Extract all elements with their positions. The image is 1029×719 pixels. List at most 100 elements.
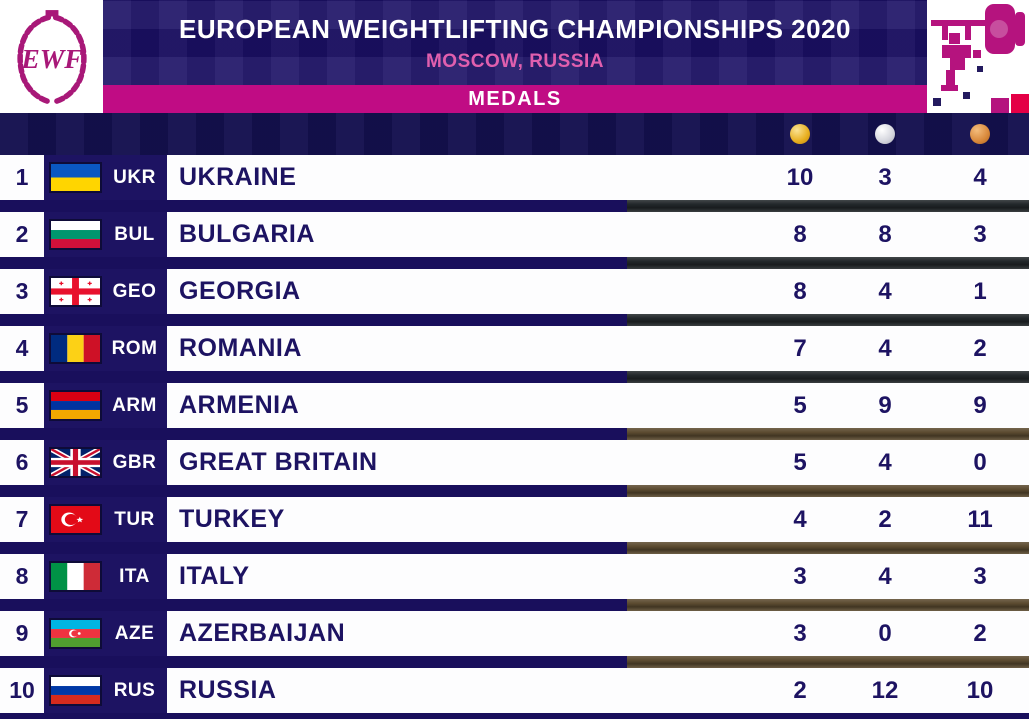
country-name: RUSSIA <box>179 676 277 704</box>
gold-count: 4 <box>793 506 807 533</box>
gold-count: 5 <box>793 449 807 476</box>
bronze-count: 1 <box>973 278 987 305</box>
page-title: EUROPEAN WEIGHTLIFTING CHAMPIONSHIPS 202… <box>178 13 852 44</box>
country-row: 7 TUR TURKEY 4 2 11 <box>0 497 1029 542</box>
bronze-count: 4 <box>973 164 987 191</box>
weightlifter-icon <box>931 4 1029 113</box>
country-code: RUS <box>113 679 156 701</box>
silver-count: 12 <box>871 677 899 704</box>
country-code: ROM <box>111 337 158 359</box>
header-title-area: EUROPEAN WEIGHTLIFTING CHAMPIONSHIPS 202… <box>103 0 927 85</box>
rus-flag-svg <box>51 677 100 704</box>
rank-cell: 2 <box>15 221 29 247</box>
table-row: 1 UKR UKRAINE 10 3 4 <box>0 155 1029 212</box>
ukr-flag-svg <box>51 164 100 191</box>
row-separator <box>0 599 1029 611</box>
gold-count: 8 <box>793 278 807 305</box>
bottom-bar <box>0 713 1029 719</box>
country-flag <box>49 390 102 421</box>
flag-panel: ARM <box>44 383 167 428</box>
gold-count: 2 <box>793 677 807 704</box>
table-row: 2 BUL BULGARIA 8 8 3 <box>0 212 1029 269</box>
country-code: GBR <box>112 451 157 473</box>
country-flag <box>49 561 102 592</box>
geo-flag-svg <box>51 278 100 305</box>
country-row: 3 GEO GEORGIA 8 4 1 <box>0 269 1029 314</box>
flag-panel: ITA <box>44 554 167 599</box>
row-separator <box>0 314 1029 326</box>
flag-panel: TUR <box>44 497 167 542</box>
ewf-logo-text: EWF <box>20 43 82 74</box>
bronze-count: 11 <box>967 506 993 533</box>
rank-cell: 5 <box>15 392 29 418</box>
silver-count: 8 <box>878 221 892 248</box>
bronze-medal-icon <box>970 124 990 144</box>
country-flag <box>49 162 102 193</box>
rank-cell: 4 <box>15 335 29 361</box>
country-name: ROMANIA <box>179 334 302 362</box>
aze-flag-svg <box>51 620 100 647</box>
country-row: 4 ROM ROMANIA 7 4 2 <box>0 326 1029 371</box>
row-separator <box>0 200 1029 212</box>
bronze-count: 3 <box>973 221 987 248</box>
country-row: 8 ITA ITALY 3 4 3 <box>0 554 1029 599</box>
weightlifter-graphic <box>927 0 1029 113</box>
section-strip: MEDALS <box>103 85 927 113</box>
header: EWF EUROPEAN WEIGHTLIFTING CHAMPIONSHIPS… <box>0 0 1029 113</box>
row-separator <box>0 542 1029 554</box>
bronze-count: 3 <box>973 563 987 590</box>
silver-count: 4 <box>878 335 892 362</box>
bul-flag-svg <box>51 221 100 248</box>
country-flag <box>49 618 102 649</box>
gbr-flag-svg <box>51 449 100 476</box>
ewf-laurel-icon: EWF <box>16 9 87 104</box>
rank-cell: 7 <box>15 506 29 532</box>
medal-legend-bar <box>0 113 1029 155</box>
rank-cell: 8 <box>15 563 29 589</box>
gold-count: 8 <box>793 221 807 248</box>
table-row: 6 GBR GREAT BRITAIN 5 4 0 <box>0 440 1029 497</box>
country-code: UKR <box>113 166 156 188</box>
flag-panel: ROM <box>44 326 167 371</box>
rank-cell: 9 <box>15 620 29 646</box>
ewf-logo: EWF <box>0 0 103 113</box>
country-row: 5 ARM ARMENIA 5 9 9 <box>0 383 1029 428</box>
flag-panel: UKR <box>44 155 167 200</box>
country-name: ITALY <box>179 562 250 590</box>
country-flag <box>49 276 102 307</box>
table-row: 3 GEO GEORGIA 8 4 1 <box>0 269 1029 326</box>
table-row: 10 RUS RUSSIA 2 12 10 <box>0 668 1029 719</box>
country-row: 10 RUS RUSSIA 2 12 10 <box>0 668 1029 713</box>
silver-count: 9 <box>878 392 892 419</box>
medal-table: 1 UKR UKRAINE 10 3 4 2 BUL BULGARIA 8 8 … <box>0 155 1029 719</box>
country-flag <box>49 504 102 535</box>
bronze-count: 2 <box>973 335 987 362</box>
flag-panel: GEO <box>44 269 167 314</box>
country-row: 6 GBR GREAT BRITAIN 5 4 0 <box>0 440 1029 485</box>
country-name: UKRAINE <box>179 163 297 191</box>
country-flag <box>49 219 102 250</box>
silver-count: 4 <box>878 449 892 476</box>
bronze-count: 9 <box>973 392 987 419</box>
rom-flag-svg <box>51 335 100 362</box>
section-label: MEDALS <box>468 87 562 110</box>
ita-flag-svg <box>51 563 100 590</box>
bronze-count: 2 <box>973 620 987 647</box>
rank-cell: 3 <box>15 278 29 304</box>
country-flag <box>49 333 102 364</box>
table-row: 5 ARM ARMENIA 5 9 9 <box>0 383 1029 440</box>
silver-medal-icon <box>875 124 895 144</box>
country-name: ARMENIA <box>179 391 300 419</box>
arm-flag-svg <box>51 392 100 419</box>
flag-panel: BUL <box>44 212 167 257</box>
rank-cell: 10 <box>9 677 35 703</box>
page-subtitle: MOSCOW, RUSSIA <box>425 51 604 73</box>
table-row: 7 TUR TURKEY 4 2 11 <box>0 497 1029 554</box>
flag-panel: AZE <box>44 611 167 656</box>
country-code: GEO <box>112 280 157 302</box>
country-name: GEORGIA <box>179 277 301 305</box>
country-code: AZE <box>114 622 155 644</box>
gold-count: 7 <box>793 335 807 362</box>
gold-count: 3 <box>793 620 807 647</box>
gold-count: 10 <box>786 164 814 191</box>
